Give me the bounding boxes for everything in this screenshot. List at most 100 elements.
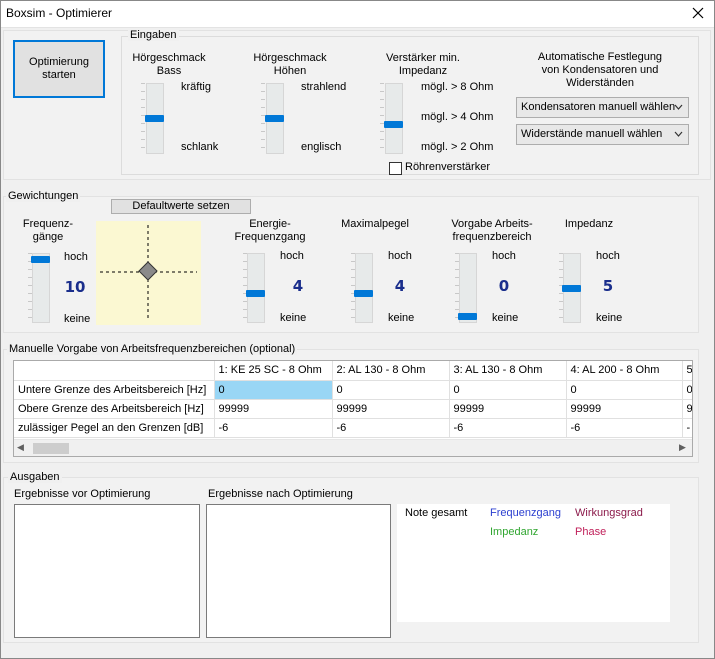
table-cell[interactable]: 9 [682,399,692,419]
hoehen-top-label: strahlend [301,81,347,93]
vorgabe-bottom-label: keine [492,312,519,324]
maximal-bottom-label: keine [388,312,415,324]
score-legend-box: Note gesamt Frequenzgang Wirkungsgrad Im… [397,504,670,622]
energie-slider-thumb[interactable] [246,290,265,298]
table-row: Obere Grenze des Arbeitsbereich [Hz] 999… [14,399,692,419]
impedanz-ticks [559,253,563,323]
freq-ticks [28,253,32,323]
table-column-header[interactable]: 1: KE 25 SC - 8 Ohm [214,361,333,381]
roehren-label: Röhrenverstärker [405,161,490,173]
table-column-header[interactable]: 5 [682,361,692,381]
table-cell[interactable]: 99999 [332,399,450,419]
table-cell[interactable]: -6 [449,418,567,438]
vorgabe-slider-thumb[interactable] [458,313,477,320]
bass-title-line2: Bass [156,65,182,77]
table-cell[interactable]: - [682,418,692,438]
auto-title-line1: Automatische Festlegung [537,51,663,63]
scroll-left-icon[interactable]: ◀ [17,442,24,452]
scroll-right-icon[interactable]: ▶ [679,442,686,452]
table-column-header[interactable]: 2: AL 130 - 8 Ohm [332,361,450,381]
maximal-value: 4 [394,277,406,295]
hoehen-title: Hörgeschmack Höhen [239,52,341,78]
frequenzgang-label: Frequenzgang [490,507,561,519]
scrollbar-thumb[interactable] [33,443,69,454]
kondensatoren-select[interactable]: Kondensatoren manuell wählen [516,97,689,118]
energie-title-line1: Energie- [249,218,291,230]
table-cell[interactable]: -6 [566,418,683,438]
kondensatoren-select-value: Kondensatoren manuell wählen [521,101,676,113]
gewichtungen-legend: Gewichtungen [6,190,81,202]
table-cell[interactable]: 99999 [214,399,333,419]
table-column-header[interactable]: 3: AL 130 - 8 Ohm [449,361,567,381]
table-cell[interactable]: 0 [566,380,683,400]
verstaerker-title-line2: Impedanz [398,65,448,77]
hoehen-bottom-label: englisch [301,141,342,153]
chevron-down-icon [674,128,683,143]
energie-value: 4 [292,277,304,295]
freq-top-label: hoch [64,251,88,263]
bass-bottom-label: schlank [181,141,219,153]
widerstaende-select[interactable]: Widerstände manuell wählen [516,124,689,145]
table-corner-cell [14,361,215,381]
table-cell[interactable]: 0 [214,380,333,400]
freq-title-line1: Frequenz- [22,218,74,230]
freq-bottom-label: keine [64,313,91,325]
results-before-list[interactable] [14,504,200,638]
roehren-checkbox[interactable] [389,162,402,175]
start-optimization-label-1: Optimierung [29,56,89,68]
maximal-slider-thumb[interactable] [354,290,373,298]
verstaerker-slider[interactable] [385,83,403,154]
verstaerker-title-line1: Verstärker min. [386,52,460,64]
table-cell[interactable]: 99999 [449,399,567,419]
close-button[interactable] [684,2,712,24]
start-optimization-label-2: starten [42,69,76,81]
vorgabe-title-line1: Vorgabe Arbeits- [451,218,533,230]
auto-title: Automatische Festlegung von Kondensatore… [515,51,685,90]
freq-title: Frequenz- gänge [18,218,78,244]
auto-title-line3: Widerständen [566,77,634,89]
impedanz-top-label: hoch [596,250,620,262]
verstaerker-opt2-label: mögl. > 4 Ohm [421,111,494,123]
maximal-ticks [351,253,355,323]
bass-title-line1: Hörgeschmack [132,52,206,64]
bass-slider-thumb[interactable] [145,115,164,122]
maximal-slider[interactable] [355,253,373,323]
table-column-header[interactable]: 4: AL 200 - 8 Ohm [566,361,683,381]
table-row: zulässiger Pegel an den Grenzen [dB] -6 … [14,418,692,438]
table-cell[interactable]: -6 [332,418,450,438]
hoehen-title-line1: Hörgeschmack [253,52,327,64]
start-optimization-button[interactable]: Optimierung starten [13,40,105,98]
manuelle-legend: Manuelle Vorgabe von Arbeitsfrequenzbere… [7,343,298,355]
energie-slider[interactable] [247,253,265,323]
eingaben-legend: Eingaben [128,29,179,41]
table-cell[interactable]: 0 [682,380,692,400]
energie-title-line2: Frequenzgang [234,231,306,243]
vorgabe-title-line2: frequenzbereich [452,231,532,243]
table-cell[interactable]: 0 [449,380,567,400]
table-header-row: 1: KE 25 SC - 8 Ohm 2: AL 130 - 8 Ohm 3:… [14,361,692,381]
verstaerker-opt3-label: mögl. > 2 Ohm [421,141,494,153]
freq-slider[interactable] [32,253,50,323]
title-bar: Boxsim - Optimierer [0,0,715,28]
verstaerker-opt1-label: mögl. > 8 Ohm [421,81,494,93]
table-cell[interactable]: 0 [332,380,450,400]
table-horizontal-scrollbar[interactable]: ◀ ▶ [14,439,692,456]
freq-slider-thumb[interactable] [31,256,50,263]
vorgabe-value: 0 [498,277,510,295]
default-values-button[interactable]: Defaultwerte setzen [111,199,251,214]
table-row-label: Obere Grenze des Arbeitsbereich [Hz] [14,399,215,419]
weight-balance-pad[interactable] [96,221,201,325]
energie-bottom-label: keine [280,312,307,324]
frequency-range-table: 1: KE 25 SC - 8 Ohm 2: AL 130 - 8 Ohm 3:… [13,360,693,457]
hoehen-slider-thumb[interactable] [265,115,284,122]
vorgabe-top-label: hoch [492,250,516,262]
table-cell[interactable]: 99999 [566,399,683,419]
results-after-list[interactable] [206,504,391,638]
impedanz-slider-thumb[interactable] [562,284,581,292]
table-cell[interactable]: -6 [214,418,333,438]
hoehen-title-line2: Höhen [273,65,307,77]
window-title: Boxsim - Optimierer [6,6,113,20]
verstaerker-slider-thumb[interactable] [384,120,403,128]
vorgabe-slider[interactable] [459,253,477,323]
verstaerker-ticks [380,83,384,154]
